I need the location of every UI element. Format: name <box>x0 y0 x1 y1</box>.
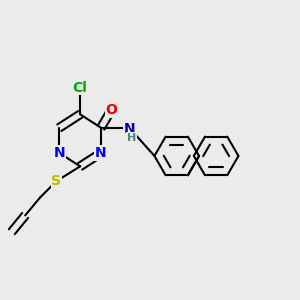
Text: Cl: Cl <box>73 81 88 94</box>
Text: H: H <box>127 133 136 143</box>
Text: S: S <box>51 174 62 188</box>
Text: N: N <box>53 146 65 160</box>
Text: N: N <box>123 122 135 136</box>
Text: N: N <box>95 146 107 160</box>
Text: O: O <box>105 103 117 117</box>
